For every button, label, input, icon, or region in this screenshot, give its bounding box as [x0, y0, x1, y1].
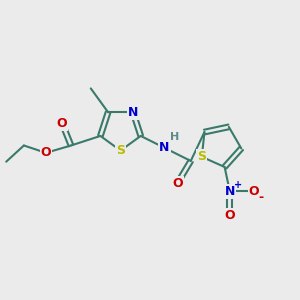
Text: O: O: [224, 209, 235, 222]
Text: H: H: [170, 133, 179, 142]
Text: O: O: [57, 117, 68, 130]
Text: N: N: [128, 106, 138, 119]
Text: S: S: [116, 144, 125, 157]
Text: O: O: [40, 146, 51, 159]
Text: O: O: [172, 176, 183, 190]
Text: N: N: [159, 141, 170, 154]
Text: +: +: [234, 180, 242, 190]
Text: N: N: [225, 185, 235, 198]
Text: O: O: [249, 185, 259, 198]
Text: S: S: [197, 150, 206, 163]
Text: -: -: [259, 191, 264, 204]
